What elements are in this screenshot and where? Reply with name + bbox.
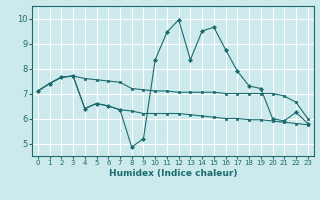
X-axis label: Humidex (Indice chaleur): Humidex (Indice chaleur) xyxy=(108,169,237,178)
